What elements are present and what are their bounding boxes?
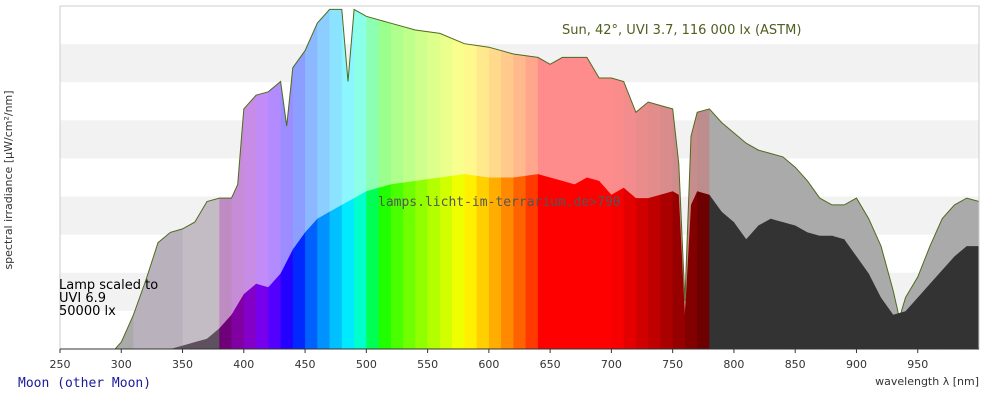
lamp-color-band — [611, 174, 625, 349]
y-axis-label: spectral irradiance [µW/cm²/nm] — [2, 90, 15, 269]
lamp-color-band — [476, 174, 490, 349]
x-tick-label: 500 — [356, 358, 377, 371]
moon-link[interactable]: Moon (other Moon) — [18, 376, 152, 391]
lamp-color-band — [317, 174, 331, 349]
lamp-color-band — [550, 174, 563, 349]
lamp-color-band — [488, 174, 502, 349]
lamp-color-band — [378, 174, 392, 349]
lamp-color-band — [623, 174, 637, 349]
lamp-color-band — [415, 174, 429, 349]
lamp-color-band — [439, 174, 453, 349]
sun-spectrum-line — [60, 8, 980, 350]
x-tick-label: 650 — [540, 358, 561, 371]
lamp-color-band — [562, 174, 576, 349]
lamp-color-band — [427, 174, 441, 349]
lamp-color-band — [513, 174, 527, 349]
lamp-color-band — [525, 174, 539, 349]
lamp-color-band — [354, 174, 367, 349]
x-tick-label: 400 — [233, 358, 254, 371]
lamp-color-band — [635, 174, 649, 349]
watermark-text: lamps.licht-im-terrarium.de>790 — [378, 195, 621, 210]
x-axis-label: wavelength λ [nm] — [875, 375, 979, 388]
lamp-color-band — [341, 174, 355, 349]
sun-color-band — [268, 9, 282, 349]
x-tick-label: 450 — [295, 358, 316, 371]
x-tick-label: 750 — [662, 358, 683, 371]
x-tick-label: 350 — [172, 358, 193, 371]
x-tick-label: 850 — [785, 358, 806, 371]
lamp-color-band — [648, 174, 662, 349]
x-tick-label: 800 — [723, 358, 744, 371]
lamp-color-band — [329, 174, 343, 349]
lamp-color-band — [366, 174, 380, 349]
x-tick-label: 950 — [907, 358, 928, 371]
lamp-color-band — [501, 174, 514, 349]
x-axis-ticks: 250 300 350 400 450 500 550 600 650 700 750 800 850 9… — [50, 349, 928, 371]
lamp-color-band — [574, 174, 588, 349]
x-tick-label: 600 — [478, 358, 499, 371]
lamp-caption-line1: Lamp scaled to — [59, 278, 158, 293]
lamp-color-band — [464, 174, 478, 349]
x-tick-label: 250 — [50, 358, 71, 371]
lamp-color-band — [586, 174, 600, 349]
x-tick-label: 900 — [846, 358, 867, 371]
lamp-caption-line2: UVI 6.9 — [59, 291, 106, 306]
lamp-color-band — [599, 174, 612, 349]
lamp-color-band — [452, 174, 465, 349]
x-tick-label: 300 — [111, 358, 132, 371]
lamp-color-band — [403, 174, 416, 349]
lamp-color-band — [697, 174, 711, 349]
x-tick-label: 700 — [601, 358, 622, 371]
lamp-caption-line3: 50000 lx — [59, 304, 116, 319]
sun-caption: Sun, 42°, UVI 3.7, 116 000 lx (ASTM) — [562, 23, 801, 38]
lamp-color-band — [709, 174, 723, 349]
lamp-color-band — [390, 174, 404, 349]
lamp-color-band — [660, 174, 674, 349]
lamp-color-band — [537, 174, 551, 349]
x-tick-label: 550 — [417, 358, 438, 371]
